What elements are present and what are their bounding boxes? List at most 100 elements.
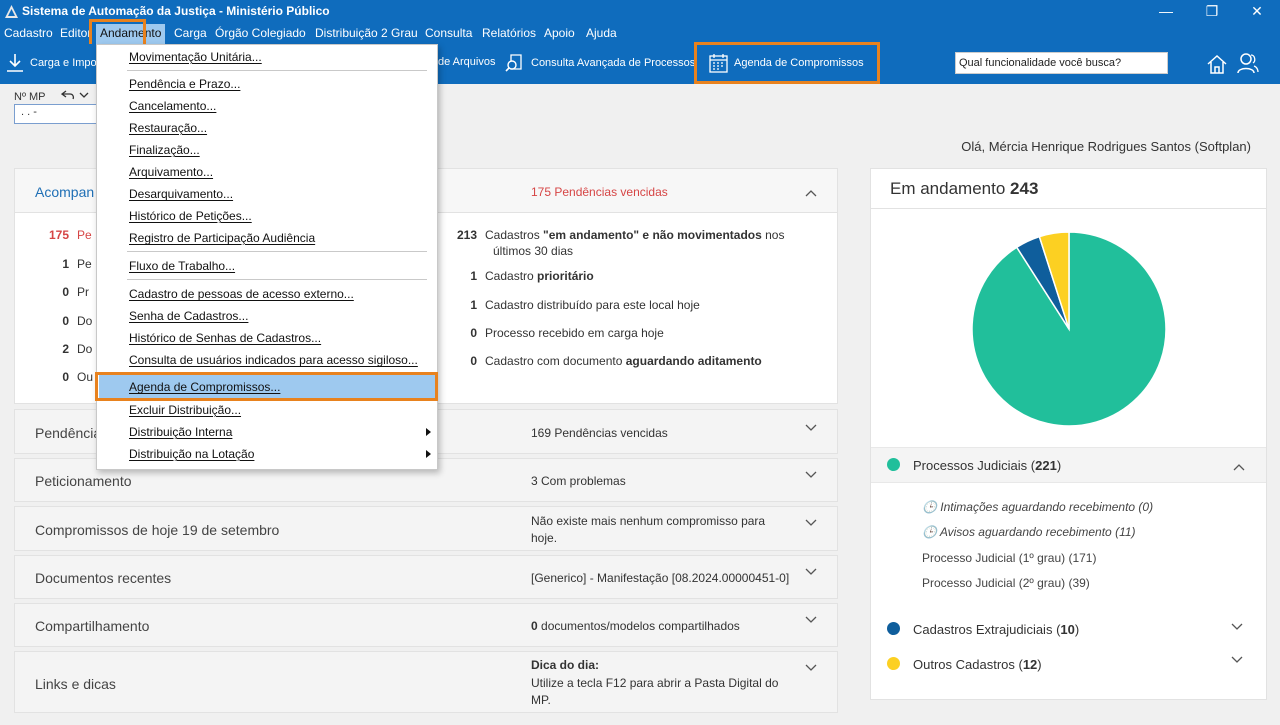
menu-item-fluxo-trabalho[interactable]: Fluxo de Trabalho... [129, 259, 236, 273]
chevron-down-icon[interactable] [1231, 654, 1243, 666]
stat-left-5[interactable]: 2 Do [62, 342, 93, 356]
menu-relatorios[interactable]: Relatórios [482, 26, 537, 40]
stat-right-4[interactable]: 0 Processo recebido em carga hoje [470, 326, 664, 340]
menu-carga[interactable]: Carga [174, 26, 207, 40]
menu-item-movimentacao-unitaria[interactable]: Movimentação Unitária... [129, 50, 262, 64]
documentos-summary[interactable]: [Generico] - Manifestação [08.2024.00000… [531, 571, 790, 585]
acompanhamento-title: Acompan [35, 184, 95, 200]
menu-distribuicao-2-grau[interactable]: Distribuição 2 Grau [315, 26, 418, 40]
title-bar: Sistema de Automação da Justiça - Minist… [0, 0, 1280, 24]
menu-item-agenda-compromissos[interactable]: Agenda de Compromissos... [129, 380, 281, 394]
menu-separator [127, 70, 427, 71]
close-button[interactable]: ✕ [1251, 3, 1263, 19]
menu-orgao-colegiado[interactable]: Órgão Colegiado [215, 26, 306, 40]
chevron-down-icon[interactable] [1231, 621, 1243, 633]
menu-editor[interactable]: Editor [60, 26, 92, 40]
consulta-avancada-button[interactable]: Consulta Avançada de Processos [505, 53, 695, 73]
stat-left-2[interactable]: 1 Pe [62, 257, 92, 271]
avisos-link[interactable]: 🕒 Avisos aguardando recebimento (11) [922, 525, 1136, 539]
users-icon[interactable] [1237, 52, 1259, 74]
menu-item-historico-senhas[interactable]: Histórico de Senhas de Cadastros... [129, 331, 322, 345]
menu-item-finalizacao[interactable]: Finalização... [129, 143, 200, 157]
menu-item-cancelamento[interactable]: Cancelamento... [129, 99, 217, 113]
nmp-input[interactable]: . . - [14, 104, 104, 124]
chevron-down-icon[interactable] [79, 91, 89, 99]
chevron-down-icon[interactable] [805, 422, 817, 434]
chevron-down-icon[interactable] [805, 566, 817, 578]
pie-slice-judiciais[interactable] [971, 231, 1167, 427]
home-icon[interactable] [1206, 53, 1228, 75]
chevron-down-icon[interactable] [805, 614, 817, 626]
andamento-dropdown-menu: Movimentação Unitária... Pendência e Pra… [96, 44, 438, 470]
menu-item-consulta-usuarios-sigiloso[interactable]: Consulta de usuários indicados para aces… [129, 353, 418, 367]
compromissos-summary: Não existe mais nenhum compromisso para … [531, 514, 766, 545]
legend-extrajudiciais-row[interactable]: Cadastros Extrajudiciais (10) [871, 615, 1266, 645]
menu-item-senha-cadastros[interactable]: Senha de Cadastros... [129, 309, 249, 323]
pie-slice-outros[interactable] [1038, 231, 1070, 330]
pendencias-title: Pendência [35, 425, 102, 441]
menu-bar: Cadastro Editor Andamento Carga Órgão Co… [0, 24, 1280, 44]
chevron-down-icon[interactable] [805, 662, 817, 674]
stat-right-5[interactable]: 0 Cadastro com documento aguardando adita… [470, 354, 762, 368]
links-panel[interactable]: Links e dicas Dica do dia: Utilize a tec… [14, 651, 838, 713]
em-andamento-title: Em andamento 243 [890, 179, 1039, 198]
search-document-icon [505, 54, 522, 72]
peticionamento-title: Peticionamento [35, 473, 132, 489]
stat-left-3[interactable]: 0 Pr [62, 285, 89, 299]
menu-item-arquivamento[interactable]: Arquivamento... [129, 165, 214, 179]
minimize-button[interactable]: — [1159, 3, 1173, 19]
undo-icon[interactable] [61, 89, 75, 101]
stat-left-1[interactable]: 175 Pe [48, 228, 92, 242]
agenda-button[interactable]: Agenda de Compromissos [709, 53, 864, 73]
links-title: Links e dicas [35, 676, 116, 692]
menu-item-agenda-highlight [99, 375, 435, 399]
compartilhamento-panel[interactable]: Compartilhamento 0 documentos/modelos co… [14, 603, 838, 647]
stat-right-1[interactable]: 213 Cadastros "em andamento" e não movime… [456, 228, 785, 242]
menu-item-desarquivamento[interactable]: Desarquivamento... [129, 187, 234, 201]
menu-item-excluir-distribuicao[interactable]: Excluir Distribuição... [129, 403, 242, 417]
processo-1grau-link[interactable]: Processo Judicial (1º grau) (171) [922, 551, 1097, 565]
menu-item-registro-participacao[interactable]: Registro de Participação Audiência [129, 231, 316, 245]
legend-label-judiciais: Processos Judiciais (221) [913, 458, 1062, 473]
arquivos-button[interactable]: de Arquivos [438, 56, 495, 68]
menu-item-distribuicao-interna[interactable]: Distribuição Interna [129, 425, 233, 439]
menu-item-historico-peticoes[interactable]: Histórico de Petições... [129, 209, 252, 223]
menu-andamento[interactable]: Andamento [96, 24, 166, 44]
compromissos-title: Compromissos de hoje 19 de setembro [35, 522, 280, 538]
functionality-search-input[interactable] [955, 52, 1168, 74]
legend-outros-row[interactable]: Outros Cadastros (12) [871, 650, 1266, 680]
restore-button[interactable]: ❐ [1205, 3, 1219, 19]
pendencias-vencidas[interactable]: 175 Pendências vencidas [531, 185, 668, 199]
menu-item-distribuicao-lotacao[interactable]: Distribuição na Lotação [129, 447, 255, 461]
menu-item-cadastro-pessoas-externo[interactable]: Cadastro de pessoas de acesso externo... [129, 287, 354, 301]
compromissos-panel[interactable]: Compromissos de hoje 19 de setembro Não … [14, 506, 838, 551]
stat-right-3[interactable]: 1 Cadastro distribuído para este local ho… [470, 298, 700, 312]
stat-left-4[interactable]: 0 Do [62, 314, 93, 328]
pie-chart [971, 231, 1167, 427]
dica-label: Dica do dia: [531, 658, 600, 672]
menu-separator [127, 279, 427, 280]
legend-dot-judiciais [887, 458, 900, 471]
intimacoes-link[interactable]: 🕒 Intimações aguardando recebimento (0) [922, 500, 1154, 514]
stat-left-6[interactable]: 0 Ou [62, 370, 94, 384]
menu-item-restauracao[interactable]: Restauração... [129, 121, 208, 135]
menu-cadastro[interactable]: Cadastro [4, 26, 53, 40]
processo-2grau-link[interactable]: Processo Judicial (2º grau) (39) [922, 576, 1090, 590]
legend-dot-outros [887, 657, 900, 670]
agenda-label: Agenda de Compromissos [734, 57, 864, 69]
legend-judiciais-header[interactable]: Processos Judiciais (221) [871, 447, 1266, 483]
menu-consulta[interactable]: Consulta [425, 26, 473, 40]
chevron-down-icon[interactable] [805, 469, 817, 481]
agenda-toolbar-highlight [694, 42, 880, 84]
stat-right-2[interactable]: 1 Cadastro prioritário [470, 269, 594, 283]
legend-dot-extrajudiciais [887, 622, 900, 635]
menu-apoio[interactable]: Apoio [544, 26, 575, 40]
menu-ajuda[interactable]: Ajuda [586, 26, 617, 40]
chevron-up-icon[interactable] [805, 187, 817, 199]
chevron-down-icon[interactable] [805, 517, 817, 529]
documentos-panel[interactable]: Documentos recentes [Generico] - Manifes… [14, 555, 838, 599]
window-title: Sistema de Automação da Justiça - Minist… [22, 4, 330, 18]
chevron-up-icon[interactable] [1233, 461, 1245, 473]
menu-item-pendencia-prazo[interactable]: Pendência e Prazo... [129, 77, 241, 91]
clock-icon: 🕒 [922, 500, 937, 514]
